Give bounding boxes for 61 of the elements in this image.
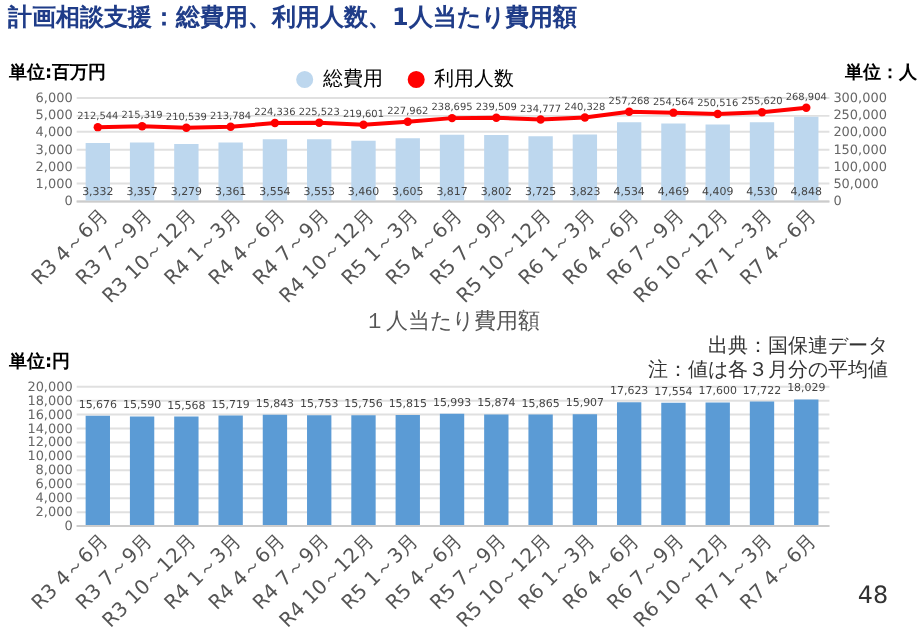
legend-label: 利用人数 xyxy=(434,67,515,92)
bar xyxy=(351,140,376,201)
bar xyxy=(129,142,155,201)
bar xyxy=(705,402,730,526)
y-axis-title: 単位:百万円 xyxy=(6,62,107,85)
bar xyxy=(528,414,553,526)
point xyxy=(492,113,501,123)
point xyxy=(713,109,722,119)
bar xyxy=(528,136,553,201)
bar xyxy=(616,402,642,526)
point xyxy=(536,115,545,124)
chart-title: １人当たり費用額 xyxy=(364,307,541,334)
bar xyxy=(395,138,420,201)
point xyxy=(669,108,678,117)
bar xyxy=(794,116,819,201)
chart-title: 計画相談支援：総費用、利用人数、1人当たり費用額 xyxy=(5,3,577,32)
source-note: 出典：国保連データ xyxy=(708,333,889,358)
point xyxy=(93,122,103,132)
point xyxy=(447,113,457,123)
point xyxy=(270,118,280,128)
point xyxy=(580,113,590,122)
bar xyxy=(129,416,155,526)
bar xyxy=(174,416,199,526)
bar xyxy=(85,143,110,201)
bar xyxy=(484,134,509,201)
bar xyxy=(307,415,332,526)
bar xyxy=(705,124,730,201)
text: 48 xyxy=(857,580,889,609)
bar xyxy=(174,143,199,201)
point xyxy=(403,117,412,127)
point xyxy=(359,120,368,129)
point xyxy=(182,123,191,133)
bar xyxy=(572,134,598,201)
y2-axis-title: 単位：人 xyxy=(843,62,920,85)
bar xyxy=(484,414,509,526)
bar xyxy=(749,122,775,201)
bar xyxy=(218,415,243,526)
point xyxy=(757,108,767,117)
bar xyxy=(307,139,332,201)
bar xyxy=(85,415,110,526)
bar xyxy=(351,415,376,526)
point xyxy=(802,103,811,112)
point xyxy=(137,121,147,131)
point xyxy=(226,122,235,131)
point xyxy=(314,118,324,127)
bar xyxy=(439,413,465,526)
bar xyxy=(439,134,465,201)
text: 注：値は各３月分の平均値 xyxy=(648,357,889,382)
bar xyxy=(661,402,686,526)
bar xyxy=(749,401,775,526)
bar xyxy=(661,123,686,201)
bar xyxy=(794,399,819,526)
bar xyxy=(395,414,420,526)
legend-label: 総費用 xyxy=(320,67,383,92)
bar xyxy=(218,142,243,201)
y-axis-title: 単位:円 xyxy=(6,350,71,373)
bar xyxy=(262,414,288,526)
point xyxy=(624,107,634,116)
bar xyxy=(616,122,642,201)
bar xyxy=(262,139,288,201)
bar xyxy=(572,414,598,526)
